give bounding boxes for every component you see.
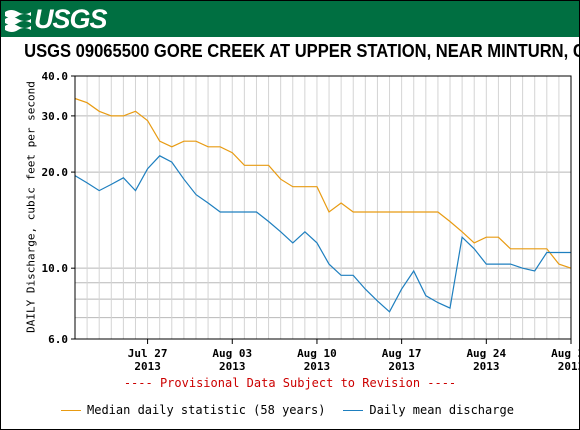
x-tick-year: 2013 xyxy=(219,360,246,373)
x-tick-year: 2013 xyxy=(558,360,579,373)
x-tick-label: Aug 17 xyxy=(382,347,422,360)
usgs-wave-icon xyxy=(5,6,31,32)
chart-title: USGS 09065500 GORE CREEK AT UPPER STATIO… xyxy=(24,41,580,61)
x-tick-label: Aug 03 xyxy=(212,347,252,360)
legend-label-daily-mean: Daily mean discharge xyxy=(369,403,514,417)
x-tick-year: 2013 xyxy=(388,360,415,373)
legend-label-median: Median daily statistic (58 years) xyxy=(87,403,326,417)
y-tick-label: 10.0 xyxy=(42,262,69,275)
median-series-line xyxy=(74,97,572,269)
x-tick-label: Aug 10 xyxy=(297,347,337,360)
x-tick-year: 2013 xyxy=(473,360,500,373)
legend-item-median: Median daily statistic (58 years) xyxy=(61,403,325,417)
series-layer xyxy=(74,97,572,313)
plot-border xyxy=(74,75,572,340)
usgs-logo: USGS xyxy=(5,4,108,34)
x-tick-year: 2013 xyxy=(134,360,161,373)
legend-item-daily-mean: Daily mean discharge xyxy=(343,403,514,417)
legend: Median daily statistic (58 years) Daily … xyxy=(61,401,532,419)
y-tick-label: 30.0 xyxy=(42,110,69,123)
x-tick-year: 2013 xyxy=(304,360,331,373)
grid-layer xyxy=(74,75,572,340)
legend-swatch-daily-mean xyxy=(343,409,364,411)
y-tick-label: 20.0 xyxy=(42,166,69,179)
usgs-banner: USGS xyxy=(1,1,579,37)
provisional-note: ---- Provisional Data Subject to Revisio… xyxy=(123,376,457,390)
daily-mean-series-line xyxy=(74,155,571,313)
legend-swatch-median xyxy=(61,409,81,411)
x-tick-label: Aug 31 xyxy=(551,347,579,360)
y-tick-label: 6.0 xyxy=(48,333,68,346)
y-tick-label: 40.0 xyxy=(42,70,69,83)
x-tick-label: Aug 24 xyxy=(466,347,506,360)
x-tick-label: Jul 27 xyxy=(128,347,168,360)
usgs-logo-text: USGS xyxy=(34,4,108,34)
